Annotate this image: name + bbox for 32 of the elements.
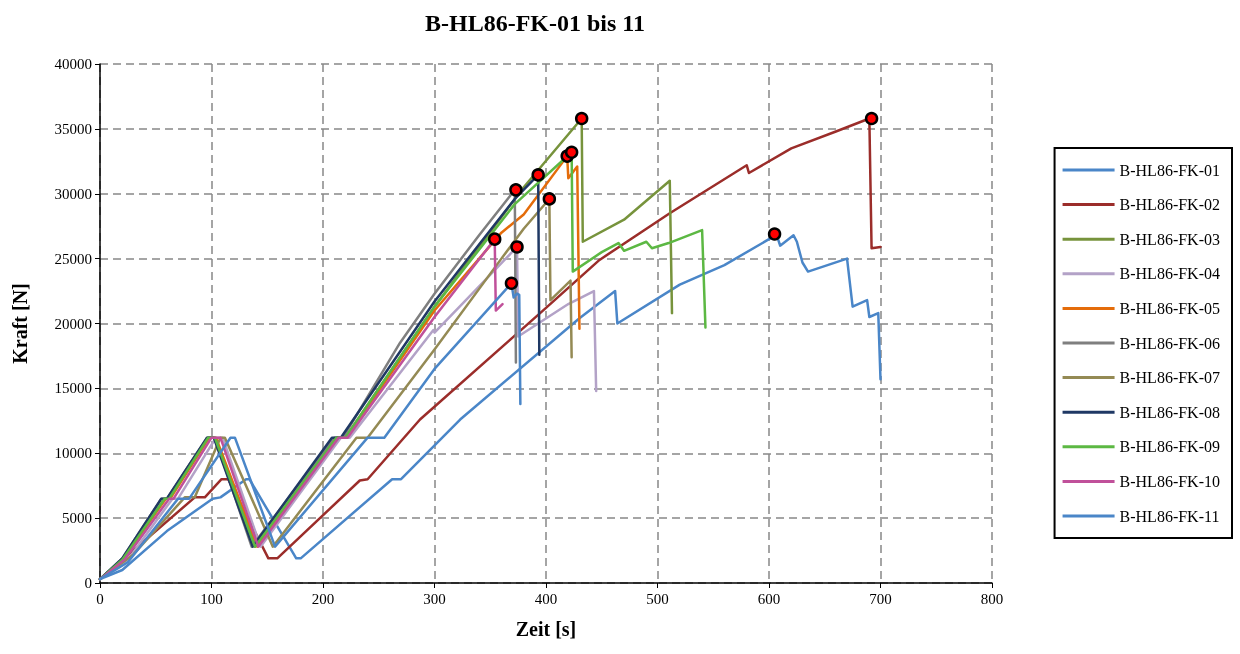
legend-label: B-HL86-FK-01: [1119, 161, 1220, 179]
y-tick-label: 15000: [54, 380, 92, 397]
legend-label: B-HL86-FK-02: [1119, 196, 1220, 214]
legend-label: B-HL86-FK-09: [1119, 438, 1220, 456]
y-tick-label: 25000: [54, 250, 92, 267]
x-tick-label: 700: [869, 590, 892, 607]
x-tick-label: 400: [534, 590, 558, 607]
x-tick-label: 0: [96, 590, 104, 607]
y-axis-title: Kraft [N]: [9, 283, 31, 364]
legend-label: B-HL86-FK-03: [1119, 230, 1220, 248]
x-tick-label: 600: [757, 590, 781, 607]
x-tick-label: 800: [980, 590, 1004, 607]
legend-label: B-HL86-FK-04: [1119, 265, 1220, 283]
chart-title: B-HL86-FK-01 bis 11: [424, 10, 646, 36]
y-tick-label: 30000: [54, 185, 92, 202]
x-axis-title: Zeit [s]: [515, 618, 577, 640]
x-tick-label: 300: [423, 590, 446, 607]
x-tick-label: 100: [200, 590, 223, 607]
x-tick-label: 500: [646, 590, 669, 607]
y-tick-label: 20000: [54, 315, 92, 332]
legend-label: B-HL86-FK-10: [1119, 472, 1220, 490]
legend-label: B-HL86-FK-11: [1119, 507, 1220, 525]
y-tick-label: 40000: [54, 56, 92, 72]
y-tick-label: 5000: [62, 510, 92, 527]
y-tick-label: 10000: [54, 445, 92, 462]
y-tick-label: 0: [84, 575, 92, 591]
legend-label: B-HL86-FK-07: [1119, 369, 1220, 387]
y-tick-label: 35000: [54, 120, 92, 137]
legend-label: B-HL86-FK-05: [1119, 299, 1220, 317]
x-tick-label: 200: [311, 590, 335, 607]
legend-label: B-HL86-FK-06: [1119, 334, 1220, 352]
legend-label: B-HL86-FK-08: [1119, 403, 1220, 421]
